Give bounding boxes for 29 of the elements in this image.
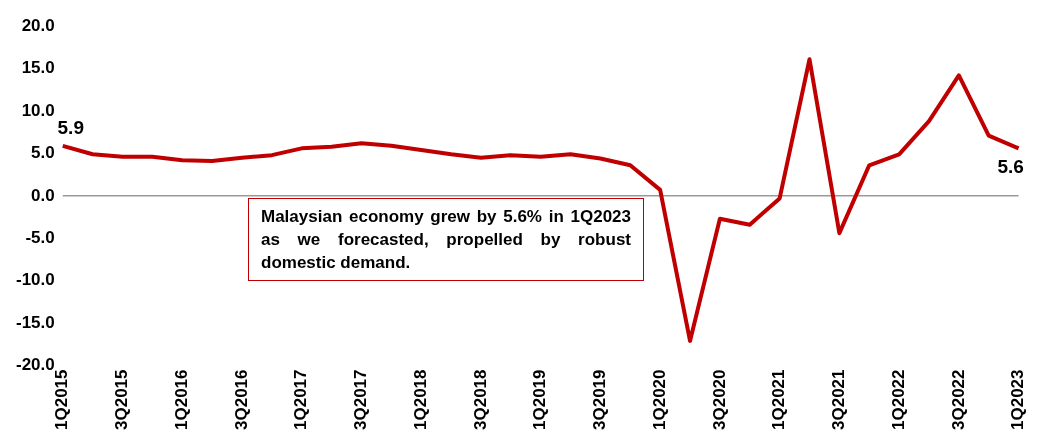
x-tick-label: 3Q2016 [231, 369, 251, 430]
x-tick-label: 3Q2018 [470, 369, 490, 430]
y-tick-label: 10.0 [21, 100, 55, 120]
y-tick-label: -15.0 [16, 312, 55, 332]
x-tick-label: 3Q2015 [112, 369, 132, 430]
x-tick-label: 1Q2020 [649, 369, 669, 430]
x-tick-label: 3Q2019 [590, 369, 610, 430]
y-tick-label: 5.0 [31, 143, 55, 163]
y-tick-label: -5.0 [25, 227, 55, 247]
x-tick-label: 3Q2017 [351, 369, 371, 430]
y-tick-label: -10.0 [16, 270, 55, 290]
x-tick-label: 1Q2017 [291, 369, 311, 430]
y-tick-label: 15.0 [21, 58, 55, 78]
x-tick-label: 3Q2022 [948, 369, 968, 430]
x-tick-label: 1Q2016 [171, 369, 191, 430]
y-tick-label: 20.0 [21, 15, 55, 35]
x-tick-label: 1Q2015 [52, 369, 72, 430]
x-tick-label: 1Q2022 [888, 369, 908, 430]
x-tick-label: 1Q2018 [410, 369, 430, 430]
x-tick-label: 1Q2023 [1008, 369, 1028, 430]
data-label: 5.9 [57, 116, 84, 138]
y-tick-label: 0.0 [31, 185, 55, 205]
y-tick-label: -20.0 [16, 355, 55, 375]
x-tick-label: 3Q2021 [829, 369, 849, 430]
x-tick-label: 1Q2021 [769, 369, 789, 430]
annotation: Malaysian economy grew by 5.6% in 1Q2023 as we forecasted, propelled by robust domestic demand. [248, 198, 644, 281]
data-label: 5.6 [997, 156, 1024, 178]
x-tick-label: 3Q2020 [709, 369, 729, 430]
x-tick-label: 1Q2019 [530, 369, 550, 430]
